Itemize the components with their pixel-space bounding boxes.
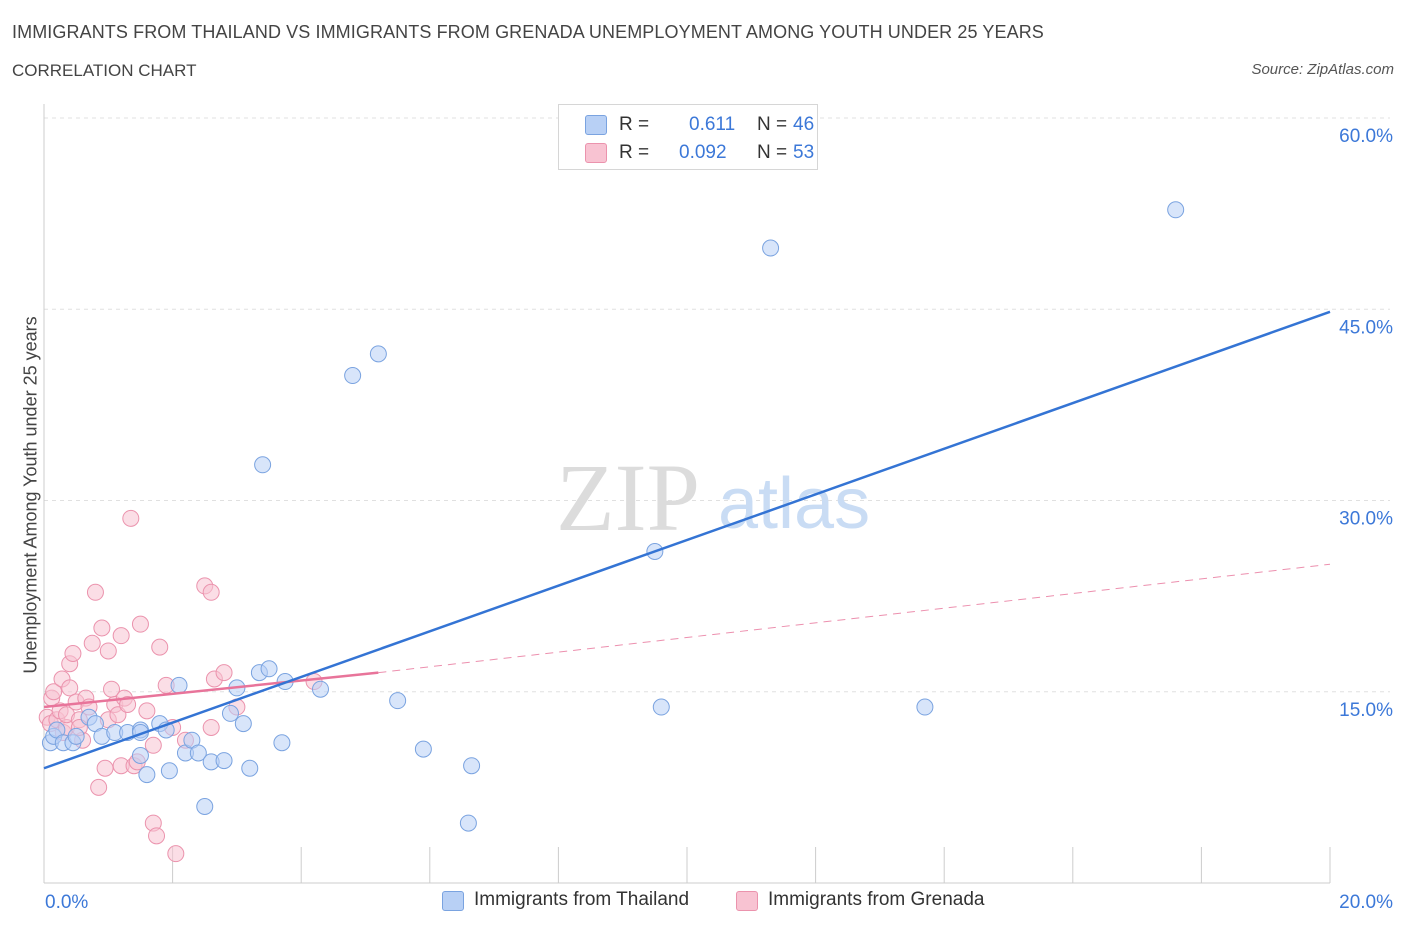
grenada-point	[96, 759, 114, 777]
grenada-point	[148, 827, 166, 845]
thailand-point	[344, 367, 362, 385]
thailand-point	[160, 762, 178, 780]
thailand-point	[221, 704, 239, 722]
trend-lines	[43, 310, 1331, 770]
thailand-point	[762, 239, 780, 257]
grenada-point	[122, 509, 140, 527]
legend-r-label-thailand: R =	[619, 114, 650, 135]
grenada-trend-extension	[378, 563, 1331, 674]
thailand-point	[215, 752, 233, 770]
grenada-point	[119, 696, 137, 713]
legend-n-value-thailand: 46	[793, 114, 815, 135]
grid-lines	[44, 117, 1390, 693]
chart-title: IMMIGRANTS FROM THAILAND VS IMMIGRANTS F…	[12, 22, 1044, 42]
thailand-point	[311, 680, 329, 698]
watermark: ZIP atlas	[556, 444, 870, 551]
thailand-point	[138, 766, 156, 784]
y-tick-label: 45.0%	[1339, 317, 1393, 338]
grenada-trend-line	[43, 671, 379, 709]
thailand-point	[241, 759, 259, 777]
thailand-point	[459, 814, 477, 832]
grenada-point	[167, 845, 185, 863]
thailand-point	[170, 676, 188, 694]
bottom-legend-label-grenada: Immigrants from Grenada	[768, 889, 985, 910]
legend-n-value-grenada: 53	[793, 142, 815, 163]
watermark-zip: ZIP	[556, 444, 700, 551]
thailand-point	[234, 715, 252, 733]
source-credit: Source: ZipAtlas.com	[1251, 61, 1394, 78]
legend-r-value-grenada: 0.092	[679, 142, 727, 163]
grenada-point	[93, 619, 111, 637]
legend-r-value-thailand: 0.611	[689, 114, 736, 135]
grenada-point	[64, 645, 82, 662]
thailand-point	[389, 692, 407, 710]
grenada-point	[202, 718, 220, 736]
grenada-point	[131, 615, 149, 633]
tick-labels: 15.0% 30.0% 45.0% 60.0% 0.0% 20.0%	[45, 126, 1393, 913]
legend-n-label-grenada: N =	[757, 142, 788, 163]
thailand-point	[916, 698, 934, 716]
thailand-point	[652, 698, 670, 716]
grenada-point	[144, 736, 162, 754]
thailand-points	[41, 201, 1185, 832]
thailand-point	[463, 757, 481, 775]
grenada-point	[45, 683, 63, 701]
thailand-point	[254, 456, 272, 474]
thailand-point	[1167, 201, 1185, 219]
grenada-point	[61, 679, 79, 697]
grenada-point	[83, 634, 101, 652]
legend-swatch-grenada	[585, 143, 607, 163]
grenada-point	[90, 778, 108, 796]
grenada-point	[112, 627, 130, 645]
y-tick-label: 60.0%	[1339, 126, 1393, 147]
thailand-trend-line	[43, 310, 1331, 770]
bottom-legend-swatch-grenada	[736, 891, 758, 911]
grenada-point	[99, 642, 117, 660]
axes	[43, 104, 1331, 884]
thailand-point	[414, 740, 432, 758]
legend-swatch-thailand	[585, 115, 607, 135]
bottom-legend-label-thailand: Immigrants from Thailand	[474, 889, 690, 910]
thailand-point	[369, 345, 387, 363]
watermark-atlas: atlas	[718, 464, 870, 544]
thailand-point	[67, 727, 85, 745]
correlation-legend: R = 0.611 N = 46 R = 0.092 N = 53	[558, 104, 818, 170]
x-tick-label: 20.0%	[1339, 892, 1393, 913]
chart-subtitle: CORRELATION CHART	[12, 61, 197, 80]
grenada-point	[215, 664, 233, 682]
grenada-point	[151, 638, 169, 656]
thailand-point	[196, 798, 214, 815]
x-tick-label: 0.0%	[45, 892, 88, 913]
thailand-point	[189, 744, 207, 762]
bottom-legend-swatch-thailand	[442, 891, 464, 911]
grenada-point	[86, 583, 104, 601]
grenada-point	[202, 583, 220, 601]
legend-n-label-thailand: N =	[757, 114, 788, 135]
thailand-point	[273, 734, 291, 752]
y-tick-label: 30.0%	[1339, 509, 1393, 530]
thailand-point	[260, 660, 278, 678]
y-tick-label: 15.0%	[1339, 700, 1393, 721]
legend-r-label-grenada: R =	[619, 142, 650, 163]
grenada-point	[138, 702, 156, 720]
thailand-point	[131, 747, 149, 764]
y-axis-label: Unemployment Among Youth under 25 years	[20, 316, 41, 674]
